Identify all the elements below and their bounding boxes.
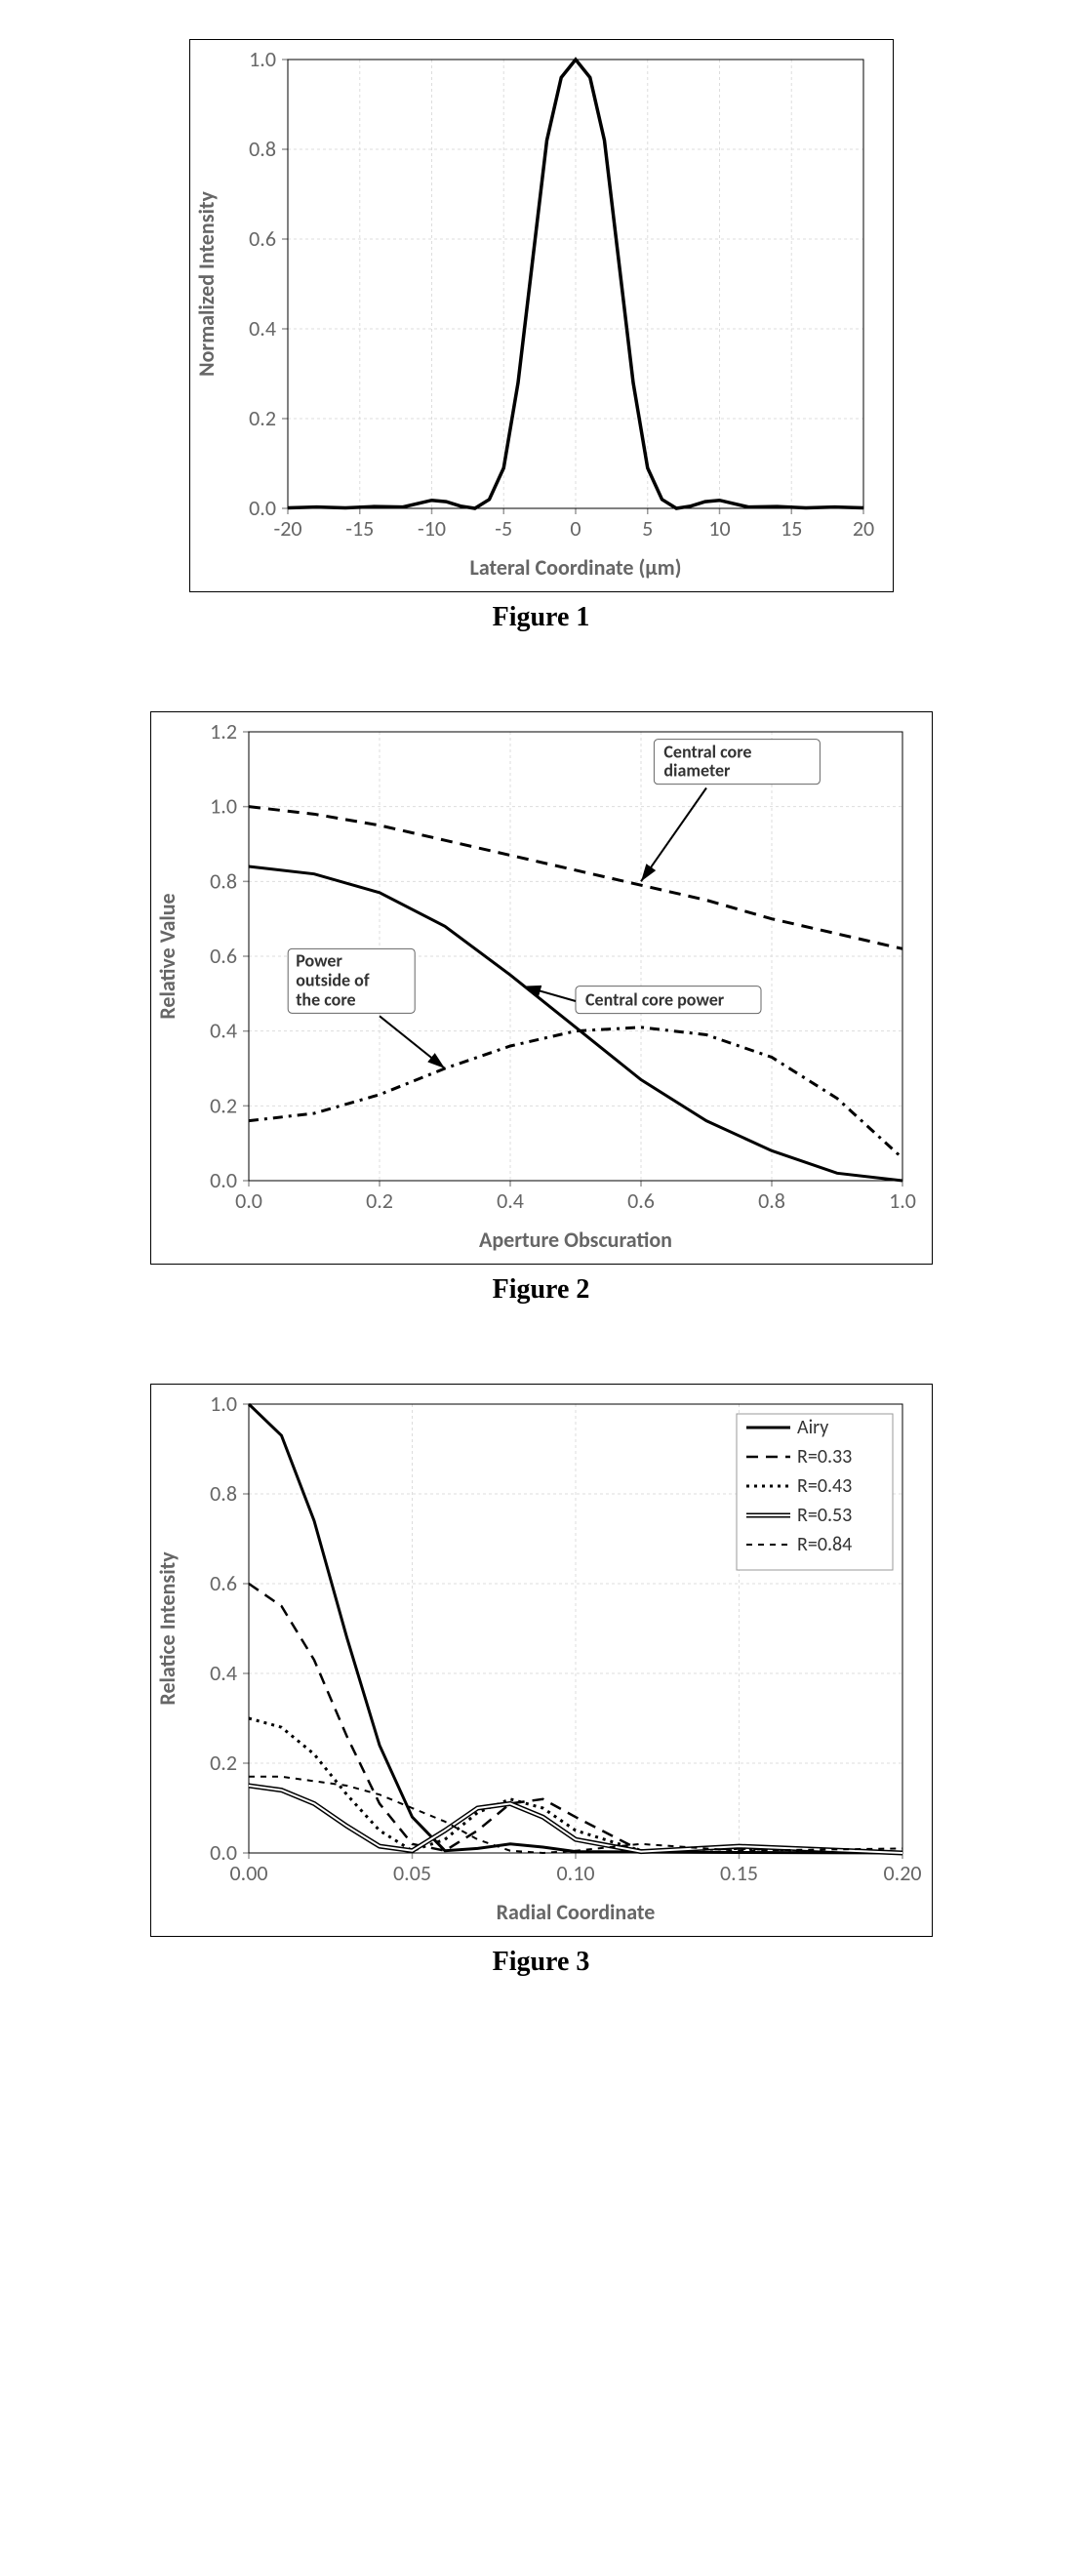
svg-text:1.0: 1.0: [210, 1390, 237, 1417]
svg-text:0.0: 0.0: [249, 495, 276, 521]
svg-text:0.6: 0.6: [249, 225, 276, 252]
svg-text:0.4: 0.4: [497, 1187, 524, 1214]
svg-text:0.6: 0.6: [210, 1570, 237, 1596]
svg-text:0.05: 0.05: [392, 1860, 430, 1886]
svg-text:diameter: diameter: [663, 760, 731, 782]
svg-text:0.6: 0.6: [210, 943, 237, 969]
svg-text:0.4: 0.4: [249, 315, 276, 342]
svg-text:0.8: 0.8: [210, 1480, 237, 1507]
figure-3-caption: Figure 3: [493, 1947, 590, 1978]
svg-text:-15: -15: [345, 515, 374, 542]
svg-text:1.0: 1.0: [249, 46, 276, 72]
figure-2-caption: Figure 2: [493, 1274, 590, 1306]
svg-text:Relative Value: Relative Value: [154, 893, 180, 1019]
svg-text:0.0: 0.0: [210, 1839, 237, 1866]
svg-text:0.2: 0.2: [249, 405, 276, 431]
svg-text:0: 0: [570, 515, 581, 542]
figure-3-chart: 0.000.050.100.150.200.00.20.40.60.81.0Ra…: [150, 1384, 933, 1937]
svg-text:1.0: 1.0: [889, 1187, 916, 1214]
figure-1-chart: -20 -15 -10 -5 0 5 10 15 20 0.0 0.2 0.4 0.6 0.8 1.0 Lat…: [189, 39, 894, 592]
figure-1-caption: Figure 1: [493, 602, 590, 633]
svg-text:Relatice Intensity: Relatice Intensity: [154, 1551, 180, 1706]
figure-3-block: 0.000.050.100.150.200.00.20.40.60.81.0Ra…: [59, 1384, 1023, 1978]
svg-text:0.2: 0.2: [210, 1750, 237, 1776]
svg-text:outside of: outside of: [296, 969, 370, 990]
svg-text:20: 20: [852, 515, 873, 542]
svg-text:-5: -5: [495, 515, 512, 542]
svg-text:Central core power: Central core power: [585, 989, 725, 1011]
svg-text:1.2: 1.2: [210, 718, 237, 745]
figure-2-block: 0.0 0.2 0.4 0.6 0.8 1.0 0.0 0.2 0.4 0.6 0.8 1.0 1.2 A…: [59, 711, 1023, 1306]
svg-text:0.15: 0.15: [719, 1860, 757, 1886]
svg-text:0.4: 0.4: [210, 1018, 237, 1044]
svg-text:0.0: 0.0: [235, 1187, 262, 1214]
svg-text:-20: -20: [273, 515, 301, 542]
svg-text:-10: -10: [417, 515, 445, 542]
svg-text:R=0.43: R=0.43: [797, 1474, 852, 1498]
svg-text:Radial Coordinate: Radial Coordinate: [496, 1899, 655, 1925]
svg-text:R=0.53: R=0.53: [797, 1504, 852, 1527]
svg-text:1.0: 1.0: [210, 793, 237, 820]
svg-text:0.2: 0.2: [210, 1092, 237, 1118]
svg-text:15: 15: [781, 515, 802, 542]
svg-text:0.8: 0.8: [249, 136, 276, 162]
svg-text:Normalized Intensity: Normalized Intensity: [193, 191, 220, 377]
svg-text:Airy: Airy: [797, 1416, 828, 1439]
svg-text:0.4: 0.4: [210, 1660, 237, 1686]
figure-1-block: -20 -15 -10 -5 0 5 10 15 20 0.0 0.2 0.4 0.6 0.8 1.0 Lat…: [59, 39, 1023, 633]
svg-text:0.6: 0.6: [627, 1187, 655, 1214]
svg-text:Power: Power: [296, 949, 342, 971]
svg-text:0.0: 0.0: [210, 1167, 237, 1193]
svg-text:10: 10: [708, 515, 730, 542]
svg-text:0.8: 0.8: [758, 1187, 785, 1214]
svg-text:R=0.33: R=0.33: [797, 1445, 852, 1469]
svg-text:0.8: 0.8: [210, 867, 237, 894]
svg-text:Aperture Obscuration: Aperture Obscuration: [479, 1227, 672, 1253]
svg-text:0.10: 0.10: [556, 1860, 594, 1886]
svg-text:the core: the core: [296, 988, 355, 1010]
svg-text:R=0.84: R=0.84: [797, 1533, 852, 1556]
svg-text:0.20: 0.20: [883, 1860, 921, 1886]
figure-2-chart: 0.0 0.2 0.4 0.6 0.8 1.0 0.0 0.2 0.4 0.6 0.8 1.0 1.2 A…: [150, 711, 933, 1265]
svg-text:5: 5: [642, 515, 653, 542]
svg-text:Lateral Coordinate (μm): Lateral Coordinate (μm): [469, 554, 681, 581]
svg-text:0.2: 0.2: [366, 1187, 393, 1214]
